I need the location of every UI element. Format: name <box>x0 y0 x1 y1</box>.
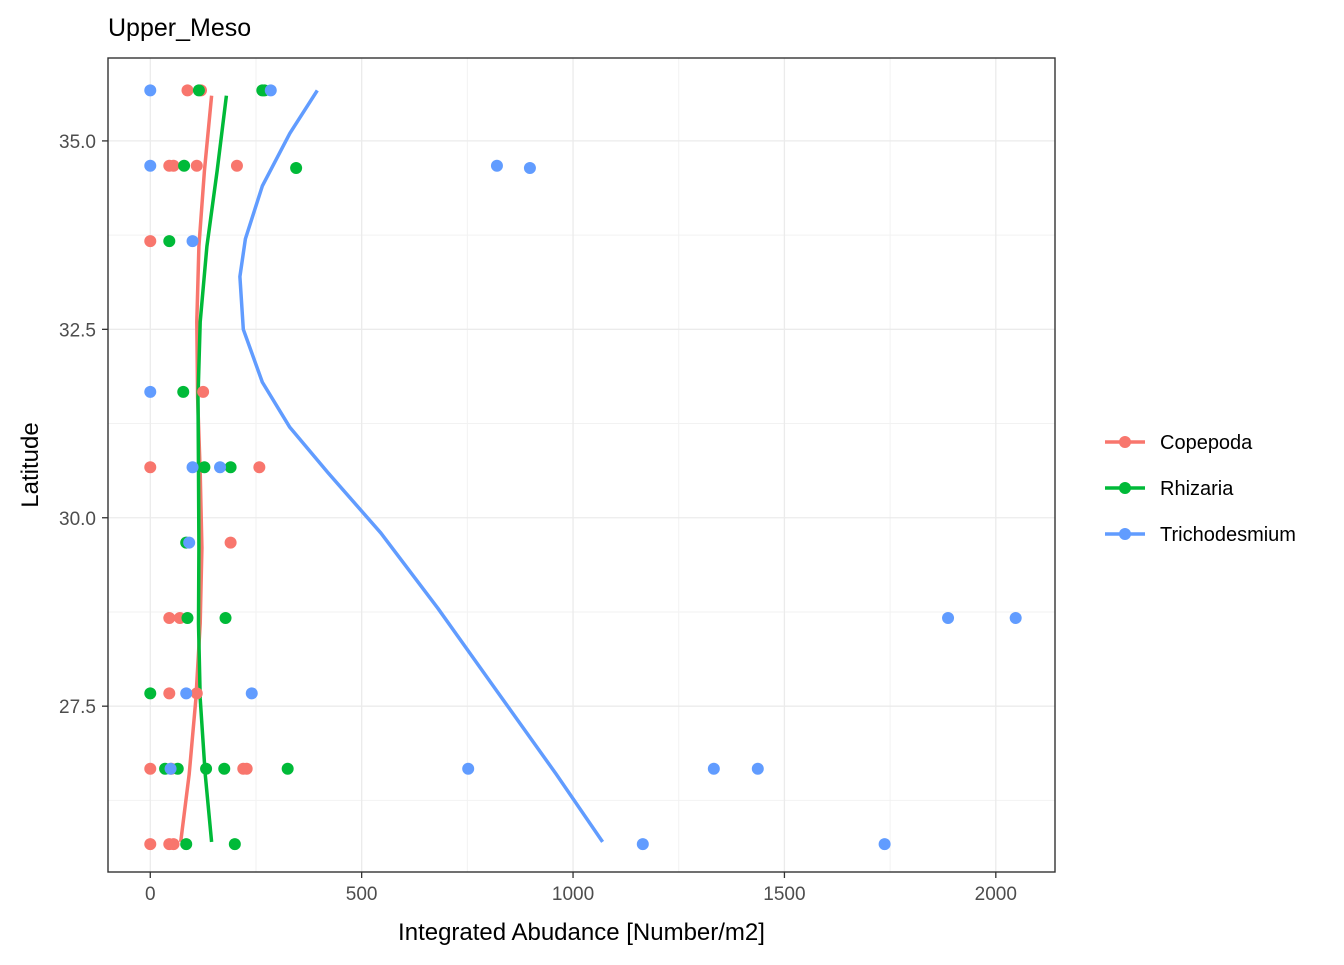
data-point-copepoda <box>144 762 157 775</box>
data-point-trichodesmium <box>144 84 157 97</box>
data-point-copepoda <box>190 687 203 700</box>
data-point-rhizaria <box>198 461 211 474</box>
chart-title: Upper_Meso <box>108 14 251 42</box>
data-point-copepoda <box>181 84 194 97</box>
grid-lines <box>108 58 1055 872</box>
data-point-trichodesmium <box>523 162 536 175</box>
data-point-trichodesmium <box>183 536 196 549</box>
y-tick-label: 32.5 <box>59 320 96 341</box>
x-axis-title: Integrated Abudance [Number/m2] <box>398 919 765 946</box>
data-point-trichodesmium <box>144 385 157 398</box>
data-point-trichodesmium <box>214 461 227 474</box>
legend-label-rhizaria: Rhizaria <box>1160 478 1234 500</box>
data-point-trichodesmium <box>186 235 199 248</box>
data-point-trichodesmium <box>490 159 503 172</box>
data-point-rhizaria <box>218 762 231 775</box>
data-point-rhizaria <box>200 762 213 775</box>
data-point-trichodesmium <box>245 687 258 700</box>
x-tick-label: 1500 <box>763 884 805 905</box>
data-point-copepoda <box>230 159 243 172</box>
data-point-rhizaria <box>192 84 205 97</box>
y-tick-label: 27.5 <box>59 697 96 718</box>
data-point-copepoda <box>253 461 266 474</box>
y-tick-label: 30.0 <box>59 509 96 530</box>
x-tick-label: 2000 <box>975 884 1017 905</box>
data-point-trichodesmium <box>180 687 193 700</box>
legend-label-trichodesmium: Trichodesmium <box>1160 524 1296 546</box>
data-point-copepoda <box>144 461 157 474</box>
data-point-rhizaria <box>290 162 303 175</box>
legend: Copepoda Rhizaria Trichodesmium <box>1105 432 1296 546</box>
data-point-copepoda <box>240 762 253 775</box>
x-tick-label: 0 <box>145 884 156 905</box>
data-point-copepoda <box>144 838 157 851</box>
data-point-copepoda <box>144 235 157 248</box>
x-tick-label: 500 <box>346 884 378 905</box>
data-point-copepoda <box>163 612 176 625</box>
data-point-trichodesmium <box>264 84 277 97</box>
data-point-rhizaria <box>178 159 191 172</box>
data-point-trichodesmium <box>942 612 955 625</box>
data-point-trichodesmium <box>636 838 649 851</box>
data-point-trichodesmium <box>462 762 475 775</box>
trend-line-trichodesmium <box>238 89 605 843</box>
data-point-rhizaria <box>228 838 241 851</box>
legend-key-point <box>1119 436 1131 448</box>
data-point-rhizaria <box>163 235 176 248</box>
trend-line-rhizaria <box>196 95 229 843</box>
data-point-copepoda <box>163 687 176 700</box>
legend-label-copepoda: Copepoda <box>1160 432 1253 454</box>
data-point-trichodesmium <box>1009 612 1022 625</box>
data-point-copepoda <box>167 159 180 172</box>
data-point-trichodesmium <box>186 461 199 474</box>
y-tick-label: 35.0 <box>59 132 96 153</box>
data-point-copepoda <box>167 838 180 851</box>
y-axis-title: Latitude <box>17 422 44 507</box>
data-point-trichodesmium <box>878 838 891 851</box>
data-point-copepoda <box>224 536 237 549</box>
axes: 0 500 1000 1500 2000 27.5 30.0 32.5 35.0 <box>59 132 1017 905</box>
data-point-rhizaria <box>144 687 157 700</box>
data-point-rhizaria <box>180 838 193 851</box>
data-points <box>144 84 1022 851</box>
legend-key-point <box>1119 528 1131 540</box>
x-tick-label: 1000 <box>552 884 594 905</box>
data-point-rhizaria <box>181 612 194 625</box>
plot-panel-border <box>107 57 1056 873</box>
data-point-copepoda <box>190 159 203 172</box>
data-point-trichodesmium <box>144 159 157 172</box>
data-point-rhizaria <box>224 461 237 474</box>
data-point-rhizaria <box>219 612 232 625</box>
data-point-copepoda <box>197 385 210 398</box>
data-point-rhizaria <box>177 385 190 398</box>
data-point-trichodesmium <box>707 762 720 775</box>
data-point-trichodesmium <box>751 762 764 775</box>
data-point-rhizaria <box>281 762 294 775</box>
legend-key-point <box>1119 482 1131 494</box>
trend-lines <box>178 89 605 843</box>
data-point-trichodesmium <box>164 762 177 775</box>
